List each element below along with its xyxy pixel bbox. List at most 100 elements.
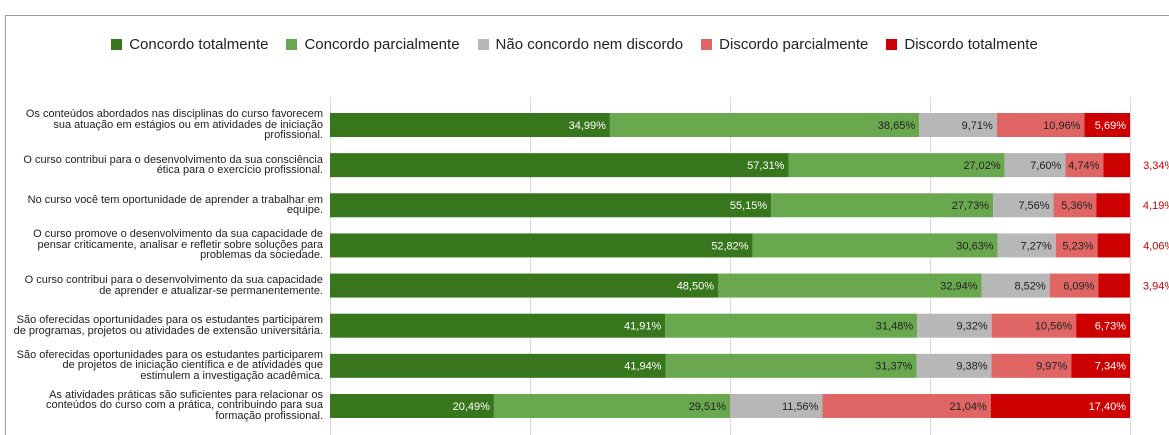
bar-segment — [1103, 153, 1131, 178]
bar-segment — [1055, 233, 1098, 258]
bar-segment — [1098, 273, 1130, 298]
category-label: Os conteúdos abordados nas disciplinas d… — [25, 108, 323, 141]
bar-segment — [752, 233, 998, 258]
value-label: 5,36% — [1061, 200, 1092, 212]
bar-segment — [1084, 113, 1130, 137]
value-label: 3,94% — [1143, 280, 1169, 292]
value-label: 6,09% — [1063, 280, 1094, 292]
bar-segment — [1049, 273, 1099, 298]
bar-segment — [1065, 153, 1104, 178]
legend-swatch — [286, 39, 298, 50]
legend-item: Discordo parcialmente — [701, 36, 868, 53]
value-label: 9,71% — [962, 120, 993, 132]
value-label: 5,23% — [1062, 240, 1093, 252]
legend: Concordo totalmente Concordo parcialmente… — [0, 36, 1149, 53]
value-label: 30,63% — [956, 240, 994, 252]
legend-swatch — [477, 39, 489, 50]
value-label: 7,60% — [1030, 160, 1061, 172]
value-label: 52,82% — [711, 240, 749, 252]
value-label: 55,15% — [730, 200, 768, 212]
value-label: 48,50% — [677, 280, 715, 292]
value-label: 8,52% — [1014, 280, 1045, 292]
value-label: 9,32% — [956, 321, 987, 333]
bar-segment — [330, 353, 666, 378]
value-label: 7,27% — [1021, 240, 1052, 252]
bar-segment — [330, 153, 789, 178]
bar-segment — [788, 153, 1005, 178]
value-label: 7,34% — [1095, 361, 1126, 373]
bar-segment — [1096, 193, 1130, 218]
legend-label: Discordo parcialmente — [719, 36, 869, 53]
bar-segment — [330, 313, 666, 338]
category-label: São oferecidas oportunidades para os est… — [13, 314, 323, 337]
value-label: 17,40% — [1089, 401, 1127, 413]
value-label: 32,94% — [940, 280, 978, 292]
bar-segment — [981, 273, 1050, 298]
value-label: 31,48% — [876, 321, 914, 333]
value-label: 4,19% — [1143, 200, 1169, 212]
legend-item: Não concordo nem discordo — [477, 36, 684, 53]
value-label: 4,06% — [1143, 240, 1169, 252]
value-label: 41,94% — [624, 361, 662, 373]
legend-label: Discordo totalmente — [904, 36, 1038, 53]
bar-segment — [990, 393, 1130, 418]
value-label: 27,73% — [952, 200, 990, 212]
bar-segment — [493, 393, 730, 418]
bar-segment — [996, 113, 1085, 137]
value-label: 21,04% — [949, 401, 987, 413]
legend-label: Não concordo nem discordo — [495, 36, 684, 53]
bar-segment — [665, 353, 917, 378]
legend-swatch — [701, 39, 713, 50]
value-label: 5,69% — [1095, 120, 1126, 132]
value-label: 20,49% — [453, 401, 491, 413]
value-label: 7,56% — [1018, 200, 1049, 212]
value-label: 31,37% — [875, 361, 913, 373]
value-label: 10,96% — [1043, 120, 1081, 132]
bar-segment — [919, 113, 997, 137]
category-label: No curso você tem oportunidade de aprend… — [27, 193, 323, 217]
legend-item: Discordo totalmente — [886, 36, 1038, 53]
bar-segment — [991, 353, 1072, 378]
bar-segment — [917, 313, 992, 338]
category-label: O curso contribui para o desenvolvimento… — [24, 274, 323, 297]
value-label: 9,97% — [1036, 361, 1067, 373]
category-label: O curso promove o desenvolvimento da sua… — [33, 228, 323, 262]
bar-segment — [993, 193, 1054, 218]
legend-item: Concordo totalmente — [111, 36, 268, 53]
value-label: 38,65% — [878, 120, 916, 132]
bar-segment — [1071, 353, 1130, 378]
value-label: 41,91% — [624, 321, 662, 333]
legend-item: Concordo parcialmente — [286, 36, 460, 53]
category-label: O curso contribui para o desenvolvimento… — [23, 153, 323, 177]
value-label: 9,38% — [956, 361, 987, 373]
legend-label: Concordo totalmente — [129, 36, 269, 53]
bar-segment — [718, 273, 982, 298]
bar-segment — [330, 233, 753, 258]
bar-segment — [330, 113, 610, 137]
value-label: 3,34% — [1143, 160, 1169, 172]
bar-segment — [1076, 313, 1130, 338]
bar-segment — [997, 233, 1056, 258]
bar-segment — [822, 393, 991, 418]
bar-segment — [730, 393, 823, 418]
bar-segment — [609, 113, 920, 137]
legend-label: Concordo parcialmente — [304, 36, 460, 53]
value-label: 34,99% — [569, 120, 607, 132]
bar-segment — [330, 393, 494, 418]
legend-swatch — [111, 39, 123, 50]
bar-segment — [1004, 153, 1066, 178]
value-label: 27,02% — [963, 160, 1001, 172]
legend-swatch — [886, 39, 898, 50]
bar-segment — [665, 313, 918, 338]
value-label: 10,56% — [1035, 321, 1073, 333]
value-label: 4,74% — [1068, 160, 1099, 172]
bar-segment — [916, 353, 992, 378]
bar-segment — [771, 193, 994, 218]
value-label: 57,31% — [747, 160, 785, 172]
bar-segment — [330, 273, 718, 298]
bar-segment — [330, 193, 772, 218]
value-label: 29,51% — [689, 401, 727, 413]
value-label: 6,73% — [1095, 321, 1126, 333]
category-label: As atividades práticas são suficientes p… — [46, 388, 323, 422]
